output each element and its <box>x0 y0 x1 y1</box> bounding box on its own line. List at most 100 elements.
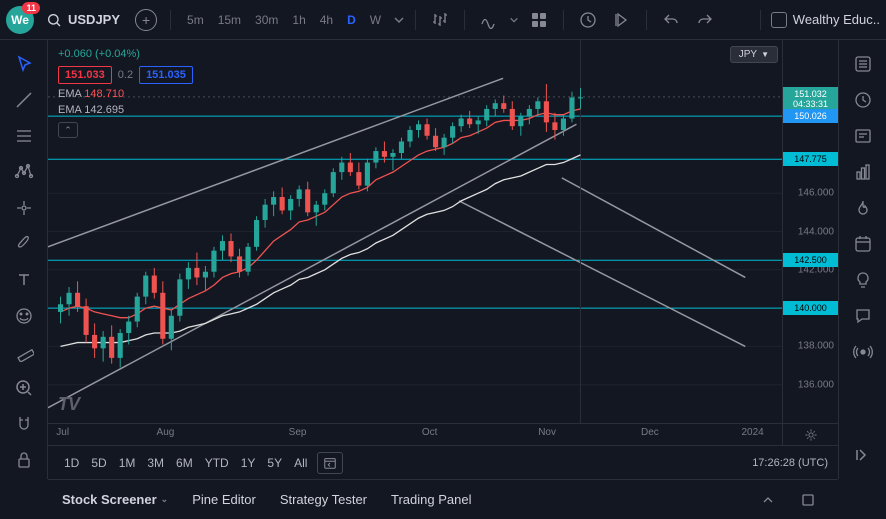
range-YTD[interactable]: YTD <box>199 452 235 474</box>
emoji-tool[interactable] <box>8 300 40 332</box>
chevron-down-icon[interactable] <box>393 14 405 26</box>
brush-tool[interactable] <box>8 228 40 260</box>
time-tick: Sep <box>289 427 307 438</box>
interval-1h[interactable]: 1h <box>286 9 311 31</box>
price-tick: 136.000 <box>798 379 834 390</box>
fib-tool[interactable] <box>8 120 40 152</box>
range-5Y[interactable]: 5Y <box>261 452 288 474</box>
lock-tool[interactable] <box>8 444 40 476</box>
calendar-button[interactable] <box>847 228 879 260</box>
streams-button[interactable] <box>847 336 879 368</box>
pattern-tool[interactable] <box>8 156 40 188</box>
time-tick: Aug <box>157 427 175 438</box>
hotlist-button[interactable] <box>847 192 879 224</box>
logo[interactable]: We 11 <box>6 6 34 34</box>
time-tick: Nov <box>538 427 556 438</box>
alerts-panel-button[interactable] <box>847 84 879 116</box>
price-badge: 147.775 <box>783 152 838 166</box>
chart-style-button[interactable] <box>426 6 454 34</box>
price-badge: 140.000 <box>783 301 838 315</box>
right-toolbar <box>838 40 886 479</box>
range-1D[interactable]: 1D <box>58 452 85 474</box>
layout-checkbox[interactable] <box>771 12 787 28</box>
axis-settings-button[interactable] <box>782 424 838 445</box>
collapse-legend-button[interactable]: ⌃ <box>58 122 78 138</box>
text-tool[interactable] <box>8 264 40 296</box>
ema-2: EMA 142.695 <box>58 104 193 116</box>
spread: 0.2 <box>118 69 133 81</box>
price-tick: 144.000 <box>798 226 834 237</box>
time-tick: 2024 <box>742 427 764 438</box>
zoom-tool[interactable] <box>8 372 40 404</box>
magnet-tool[interactable] <box>8 408 40 440</box>
range-5D[interactable]: 5D <box>85 452 112 474</box>
separator <box>760 10 761 30</box>
panel-maximize-button[interactable] <box>792 484 824 516</box>
panel-collapse-button[interactable] <box>752 484 784 516</box>
symbol-search[interactable]: USDJPY <box>40 12 126 28</box>
templates-button[interactable] <box>525 6 553 34</box>
time-tick: Dec <box>641 427 659 438</box>
panel-bar: Stock Screener ⌄ Pine Editor Strategy Te… <box>48 479 838 519</box>
range-3M[interactable]: 3M <box>141 452 170 474</box>
time-tick: Oct <box>422 427 438 438</box>
price-badge: 150.026 <box>783 109 838 123</box>
range-bar: 1D5D1M3M6MYTD1Y5YAll 17:26:28 (UTC) <box>48 445 838 479</box>
panel-tab-strategy[interactable]: Strategy Tester <box>280 492 367 507</box>
interval-D[interactable]: D <box>341 9 362 31</box>
separator <box>415 10 416 30</box>
chart-canvas[interactable]: +0.060 (+0.04%) 151.033 0.2 151.035 EMA … <box>48 40 782 423</box>
interval-15m[interactable]: 15m <box>212 9 247 31</box>
news-button[interactable] <box>847 120 879 152</box>
separator <box>563 10 564 30</box>
ruler-tool[interactable] <box>8 336 40 368</box>
prediction-tool[interactable] <box>8 192 40 224</box>
range-1M[interactable]: 1M <box>113 452 142 474</box>
panel-tab-pine[interactable]: Pine Editor <box>192 492 256 507</box>
interval-5m[interactable]: 5m <box>181 9 210 31</box>
price-tick: 146.000 <box>798 188 834 199</box>
ask-price[interactable]: 151.035 <box>139 66 193 84</box>
clock: 17:26:28 (UTC) <box>752 457 828 469</box>
interval-30m[interactable]: 30m <box>249 9 284 31</box>
bid-price[interactable]: 151.033 <box>58 66 112 84</box>
time-axis[interactable]: Jul Aug Sep Oct Nov Dec 2024 <box>48 423 838 445</box>
time-tick: Jul <box>56 427 69 438</box>
chart-wrap: +0.060 (+0.04%) 151.033 0.2 151.035 EMA … <box>48 40 838 479</box>
price-badge: 151.03204:33:31 <box>783 87 838 111</box>
chevron-down-icon[interactable] <box>509 15 519 25</box>
ideas-button[interactable] <box>847 264 879 296</box>
interval-group: 5m15m30m1h4hDW <box>181 9 387 31</box>
range-All[interactable]: All <box>288 452 313 474</box>
redo-button[interactable] <box>691 6 719 34</box>
layout-name[interactable]: Wealthy Educ.. <box>793 12 880 27</box>
interval-4h[interactable]: 4h <box>314 9 339 31</box>
search-icon <box>46 12 62 28</box>
price-axis[interactable]: 146.000144.000142.000140.000138.000136.0… <box>782 40 838 423</box>
notification-badge: 11 <box>22 2 40 14</box>
logo-text: We <box>11 13 29 27</box>
tv-logo: T‍V <box>58 394 79 415</box>
ema-1: EMA 148.710 <box>58 88 193 100</box>
currency-selector[interactable]: JPY▼ <box>730 46 778 63</box>
panel-tab-trading[interactable]: Trading Panel <box>391 492 471 507</box>
data-window-button[interactable] <box>847 156 879 188</box>
interval-W[interactable]: W <box>364 9 387 31</box>
undo-button[interactable] <box>657 6 685 34</box>
replay-button[interactable] <box>608 6 636 34</box>
alert-button[interactable] <box>574 6 602 34</box>
watchlist-button[interactable] <box>847 48 879 80</box>
goto-date-button[interactable] <box>317 452 343 474</box>
indicators-button[interactable] <box>475 6 503 34</box>
cursor-tool[interactable] <box>8 48 40 80</box>
add-symbol-button[interactable]: + <box>132 6 160 34</box>
top-toolbar: We 11 USDJPY + 5m15m30m1h4hDW Wealthy Ed… <box>0 0 886 40</box>
price-tick: 138.000 <box>798 341 834 352</box>
trendline-tool[interactable] <box>8 84 40 116</box>
separator <box>646 10 647 30</box>
expand-button[interactable] <box>847 439 879 471</box>
chat-button[interactable] <box>847 300 879 332</box>
panel-tab-screener[interactable]: Stock Screener ⌄ <box>62 492 168 507</box>
range-1Y[interactable]: 1Y <box>235 452 262 474</box>
range-6M[interactable]: 6M <box>170 452 199 474</box>
